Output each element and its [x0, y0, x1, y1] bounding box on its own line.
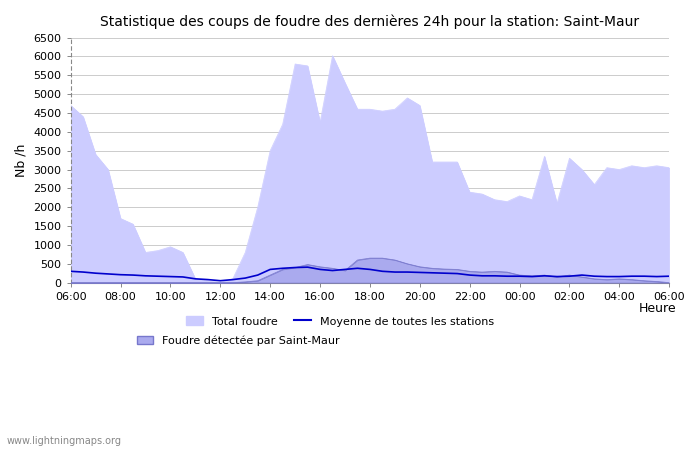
Moyenne de toutes les stations: [66, 269, 75, 274]
Moyenne de toutes les stations: [565, 274, 573, 279]
Moyenne de toutes les stations: [341, 267, 349, 272]
Moyenne de toutes les stations: [378, 269, 386, 274]
Moyenne de toutes les stations: [216, 278, 225, 284]
Moyenne de toutes les stations: [291, 265, 300, 270]
Moyenne de toutes les stations: [540, 273, 549, 279]
Moyenne de toutes les stations: [204, 277, 212, 282]
Title: Statistique des coups de foudre des dernières 24h pour la station: Saint-Maur: Statistique des coups de foudre des dern…: [100, 15, 640, 30]
Moyenne de toutes les stations: [553, 274, 561, 279]
Moyenne de toutes les stations: [167, 274, 175, 279]
Moyenne de toutes les stations: [515, 274, 524, 279]
Moyenne de toutes les stations: [440, 270, 449, 276]
Moyenne de toutes les stations: [491, 273, 499, 279]
Moyenne de toutes les stations: [453, 271, 461, 276]
Moyenne de toutes les stations: [578, 272, 586, 278]
Moyenne de toutes les stations: [129, 272, 137, 278]
Moyenne de toutes les stations: [365, 267, 374, 272]
Moyenne de toutes les stations: [391, 270, 399, 275]
Moyenne de toutes les stations: [79, 270, 88, 275]
Moyenne de toutes les stations: [266, 267, 274, 272]
Moyenne de toutes les stations: [403, 270, 412, 275]
Moyenne de toutes les stations: [191, 276, 200, 282]
Legend: Foudre détectée par Saint-Maur: Foudre détectée par Saint-Maur: [132, 331, 344, 351]
Moyenne de toutes les stations: [303, 265, 312, 270]
Moyenne de toutes les stations: [615, 274, 624, 279]
Moyenne de toutes les stations: [354, 266, 362, 271]
Moyenne de toutes les stations: [141, 273, 150, 279]
Moyenne de toutes les stations: [178, 274, 187, 279]
Moyenne de toutes les stations: [104, 271, 112, 277]
Moyenne de toutes les stations: [253, 272, 262, 278]
Moyenne de toutes les stations: [328, 268, 337, 273]
Moyenne de toutes les stations: [466, 272, 474, 278]
Moyenne de toutes les stations: [503, 274, 511, 279]
Moyenne de toutes les stations: [528, 274, 536, 279]
Moyenne de toutes les stations: [665, 274, 673, 279]
Moyenne de toutes les stations: [154, 274, 162, 279]
Line: Moyenne de toutes les stations: Moyenne de toutes les stations: [71, 267, 669, 281]
Moyenne de toutes les stations: [116, 272, 125, 277]
Text: www.lightningmaps.org: www.lightningmaps.org: [7, 436, 122, 446]
Moyenne de toutes les stations: [603, 274, 611, 279]
Moyenne de toutes les stations: [652, 274, 661, 279]
Moyenne de toutes les stations: [478, 273, 486, 279]
Moyenne de toutes les stations: [590, 274, 598, 279]
Moyenne de toutes les stations: [416, 270, 424, 275]
Moyenne de toutes les stations: [640, 274, 648, 279]
Moyenne de toutes les stations: [241, 275, 249, 281]
Moyenne de toutes les stations: [229, 277, 237, 282]
Moyenne de toutes les stations: [279, 266, 287, 271]
X-axis label: Heure: Heure: [638, 302, 676, 315]
Moyenne de toutes les stations: [628, 274, 636, 279]
Y-axis label: Nb /h: Nb /h: [15, 144, 28, 177]
Moyenne de toutes les stations: [316, 267, 324, 272]
Moyenne de toutes les stations: [428, 270, 437, 275]
Moyenne de toutes les stations: [92, 270, 100, 276]
